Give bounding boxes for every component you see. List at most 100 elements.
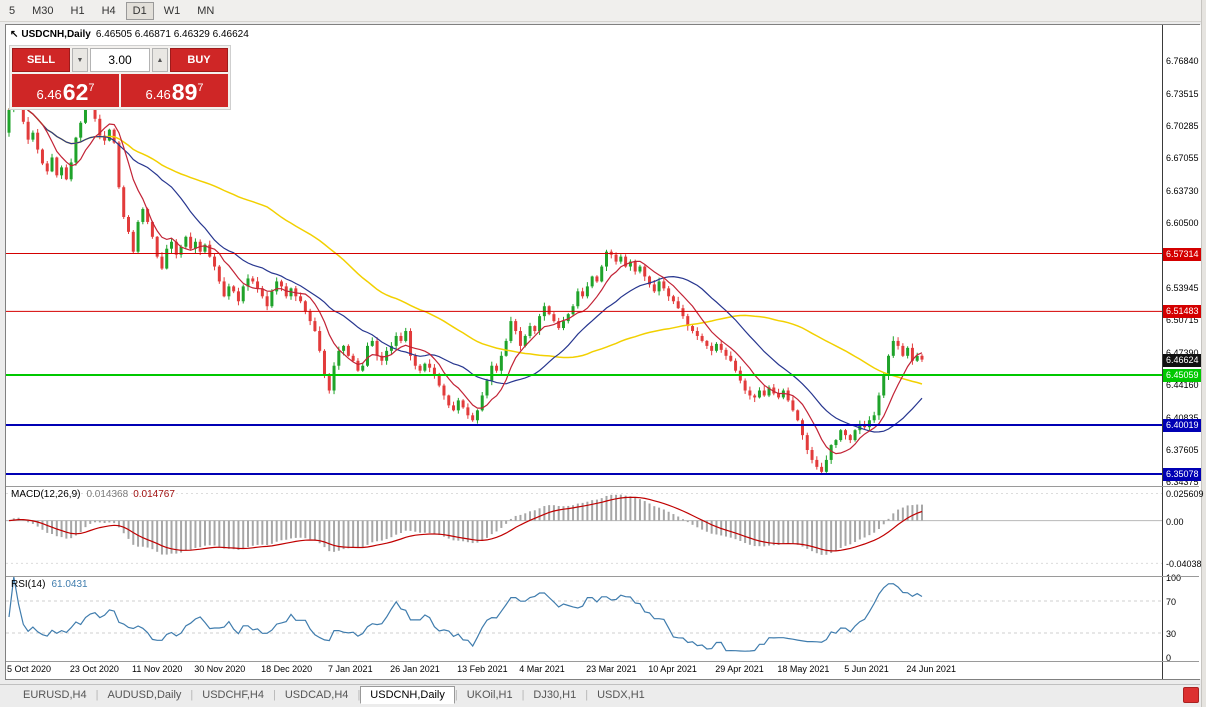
date-tick-label: 23 Mar 2021 xyxy=(586,664,637,674)
chart-tab-usdcad[interactable]: USDCAD,H4 xyxy=(284,688,349,701)
chart-tab-usdcnh[interactable]: USDCNH,Daily xyxy=(360,685,455,704)
timeframe-button-w1[interactable]: W1 xyxy=(157,2,188,20)
date-tick-label: 13 Feb 2021 xyxy=(457,664,508,674)
date-tick-label: 24 Jun 2021 xyxy=(906,664,956,674)
price-tick-label: 6.47390 xyxy=(1166,348,1199,358)
rsi-tick-label: 70 xyxy=(1166,597,1177,607)
chart-tab-eurusd[interactable]: EURUSD,H4 xyxy=(23,688,87,701)
time-axis[interactable]: 5 Oct 2020 23 Oct 2020 11 Nov 2020 30 Nov 2… xyxy=(6,662,1162,679)
chart-tab-usdx[interactable]: USDX,H1 xyxy=(597,688,645,701)
ask-main: 89 xyxy=(171,79,198,105)
tab-separator: | xyxy=(585,688,589,701)
date-tick-label: 10 Apr 2021 xyxy=(648,664,697,674)
price-tick-label: 6.63730 xyxy=(1166,185,1199,196)
level-price-badge: 6.57314 xyxy=(1163,247,1201,261)
price-tick-label: 6.37605 xyxy=(1166,444,1199,455)
rsi-tick-label: 100 xyxy=(1166,573,1182,583)
chart-tab-ukoil[interactable]: UKOil,H1 xyxy=(466,688,513,701)
price-tick-label: 6.67055 xyxy=(1166,152,1199,163)
date-tick-label: 4 Mar 2021 xyxy=(519,664,565,674)
window-right-border xyxy=(1201,0,1206,707)
date-tick-label: 5 Oct 2020 xyxy=(7,664,52,674)
buy-button[interactable]: BUY xyxy=(170,48,228,72)
timeframe-button-d1[interactable]: D1 xyxy=(125,1,154,20)
tab-separator: | xyxy=(95,688,99,701)
rsi-value: 61.0431 xyxy=(51,579,88,590)
price-tick-label: 6.53945 xyxy=(1166,282,1199,293)
date-tick-label: 5 Jun 2021 xyxy=(844,664,889,674)
ask-prefix: 6.46 xyxy=(145,87,171,102)
price-axis[interactable]: 6.76840 6.73515 6.70285 6.67055 6.63730 6.605… xyxy=(1162,25,1204,679)
current-price-badge: 6.46624 xyxy=(1163,353,1201,367)
price-tick-label: 6.60500 xyxy=(1166,217,1199,228)
cursor-icon: ↖ xyxy=(10,29,19,40)
date-tick-label: 18 May 2021 xyxy=(777,664,830,674)
tab-separator: | xyxy=(521,688,525,701)
timeframe-toolbar: 5 M30 H1 H4 D1 W1 MN xyxy=(0,0,1206,22)
price-tick-label: 6.40835 xyxy=(1166,412,1199,423)
chart-symbol-label: ↖ USDCNH,Daily 6.46505 6.46871 6.46329 6.4… xyxy=(10,29,249,40)
ask-sup: 7 xyxy=(197,82,204,94)
rsi-title: RSI(14) xyxy=(11,579,46,590)
macd-title: MACD(12,26,9) xyxy=(11,489,81,500)
price-tick-label: 6.76840 xyxy=(1166,55,1199,66)
one-click-trading-panel: SELL ▼ ▲ BUY 6.46 62 7 6.46 89 7 xyxy=(9,45,231,110)
pane-divider-rsi-dates xyxy=(6,661,1199,662)
macd-tick-label: -0.04038 xyxy=(1166,559,1202,570)
tab-separator: | xyxy=(357,688,361,701)
date-tick-label: 18 Dec 2020 xyxy=(261,664,313,674)
date-tick-label: 30 Nov 2020 xyxy=(194,664,246,674)
level-price-badge: 6.40019 xyxy=(1163,419,1201,433)
tab-separator: | xyxy=(190,688,194,701)
timeframe-button-h1[interactable]: H1 xyxy=(64,2,92,20)
macd-tick-label: 0.00 xyxy=(1166,516,1184,527)
timeframe-button-mn[interactable]: MN xyxy=(190,2,221,20)
date-tick-label: 29 Apr 2021 xyxy=(715,664,764,674)
date-tick-label: 23 Oct 2020 xyxy=(69,664,119,674)
timeframe-button-h4[interactable]: H4 xyxy=(95,2,123,20)
price-tick-label: 6.73515 xyxy=(1166,88,1199,99)
chart-tab-usdchf[interactable]: USDCHF,H4 xyxy=(202,688,264,701)
status-indicator-icon xyxy=(1183,687,1199,703)
pane-divider-main-macd[interactable] xyxy=(6,486,1199,487)
bid-prefix: 6.46 xyxy=(36,87,62,102)
lot-increase-button[interactable]: ▲ xyxy=(152,48,168,72)
bid-price-button[interactable]: 6.46 62 7 xyxy=(12,74,119,107)
lot-decrease-button[interactable]: ▼ xyxy=(72,48,88,72)
macd-tick-label: 0.025609 xyxy=(1166,489,1204,500)
bid-main: 62 xyxy=(62,79,89,105)
level-price-badge: 6.51483 xyxy=(1163,305,1201,319)
date-tick-label: 26 Jan 2021 xyxy=(390,664,440,674)
price-tick-label: 6.44160 xyxy=(1166,379,1199,390)
rsi-label: RSI(14) 61.0431 xyxy=(11,579,88,590)
chart-tabs-bar: EURUSD,H4 | AUDUSD,Daily | USDCHF,H4 | USDCAD,… xyxy=(0,684,1200,704)
price-tick-label: 6.34375 xyxy=(1166,476,1199,487)
chart-canvas[interactable] xyxy=(6,25,1162,679)
level-price-badge: 6.35078 xyxy=(1163,468,1201,482)
chart-window: ↖ USDCNH,Daily 6.46505 6.46871 6.46329 6.4… xyxy=(5,24,1204,680)
timeframe-button-5[interactable]: 5 xyxy=(2,2,22,20)
rsi-tick-label: 0 xyxy=(1166,653,1172,663)
pane-divider-macd-rsi[interactable] xyxy=(6,576,1199,577)
timeframe-button-m30[interactable]: M30 xyxy=(25,2,60,20)
lot-size-input[interactable] xyxy=(90,48,150,72)
trade-buttons-row: SELL ▼ ▲ BUY xyxy=(12,48,228,72)
tab-separator: | xyxy=(273,688,276,701)
tab-separator: | xyxy=(454,688,458,701)
ask-price-button[interactable]: 6.46 89 7 xyxy=(121,74,228,107)
rsi-tick-label: 30 xyxy=(1166,629,1177,639)
chart-tab-dj30[interactable]: DJ30,H1 xyxy=(533,688,577,701)
macd-value-2: 0.014767 xyxy=(133,489,175,500)
level-price-badge: 6.45059 xyxy=(1163,369,1201,383)
price-tick-label: 6.50715 xyxy=(1166,314,1199,325)
date-tick-label: 7 Jan 2021 xyxy=(328,664,373,674)
sell-button[interactable]: SELL xyxy=(12,48,70,72)
price-tick-label: 6.70285 xyxy=(1166,120,1199,131)
bid-sup: 7 xyxy=(88,82,95,94)
symbol-name: USDCNH,Daily xyxy=(21,29,91,40)
macd-label: MACD(12,26,9) 0.014368 0.014767 xyxy=(11,489,175,500)
date-tick-label: 11 Nov 2020 xyxy=(132,664,183,674)
trade-prices-row: 6.46 62 7 6.46 89 7 xyxy=(12,74,228,107)
chart-tab-audusd[interactable]: AUDUSD,Daily xyxy=(107,688,182,701)
